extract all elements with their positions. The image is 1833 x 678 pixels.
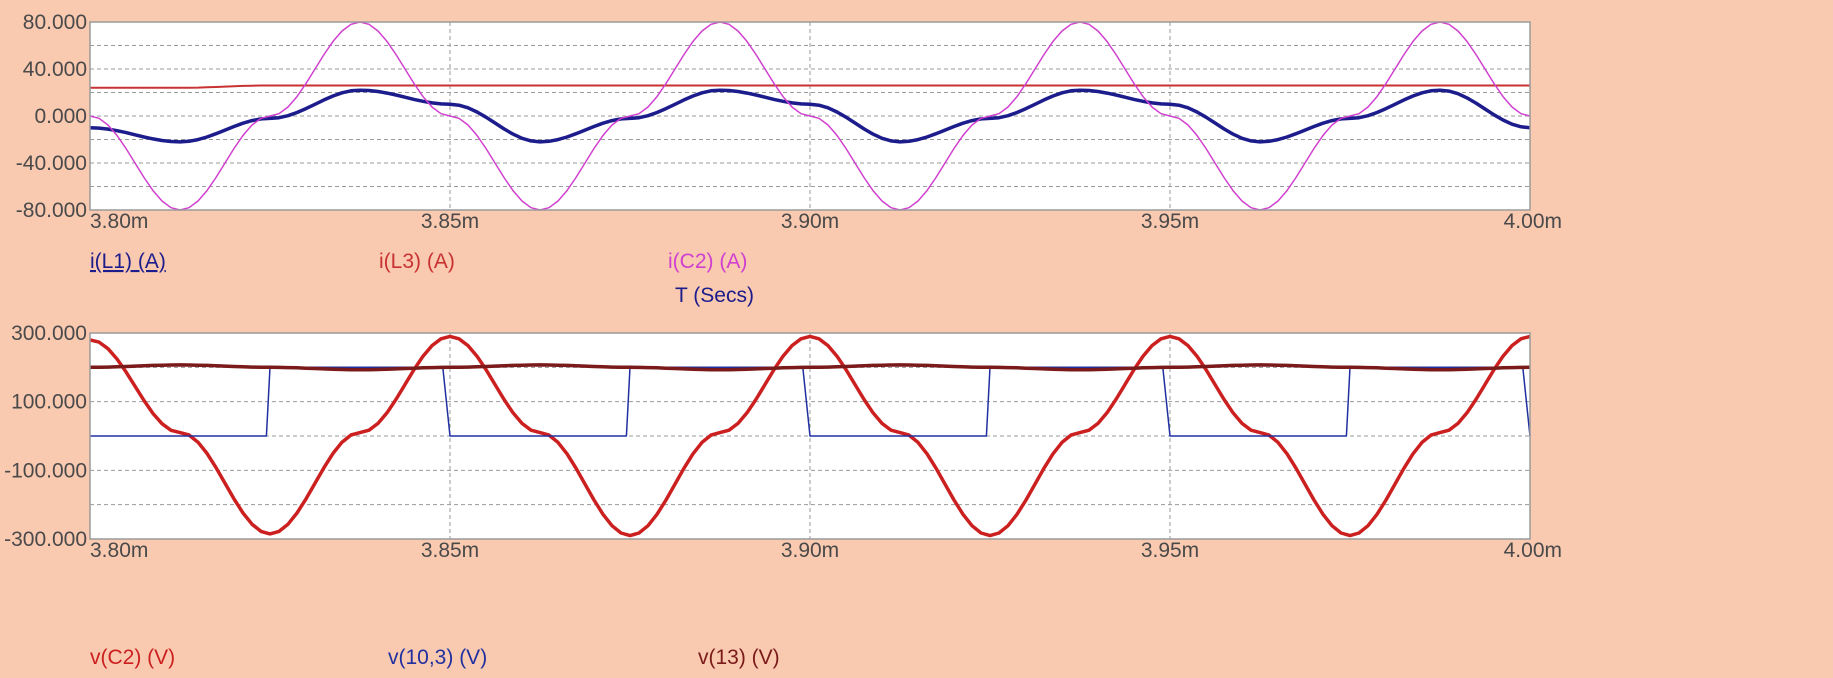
y-tick-label: 0.000: [34, 105, 87, 128]
legend-v-c2[interactable]: v(C2) (V): [90, 646, 175, 669]
current-plot-x-ticks: 3.80m 3.85m 3.90m 3.95m 4.00m: [90, 210, 1562, 233]
series-i-l1-a: [89, 88, 1531, 144]
y-tick-label: 100.000: [11, 391, 87, 414]
x-tick-label: 3.90m: [781, 539, 839, 562]
legend-i-c2[interactable]: i(C2) (A): [668, 250, 747, 273]
legend-v-13[interactable]: v(13) (V): [698, 646, 780, 669]
series-i-l3-a: [90, 84, 1530, 89]
x-tick-label: 3.95m: [1141, 539, 1199, 562]
x-tick-label: 4.00m: [1504, 539, 1562, 562]
voltage-plot-frame: [89, 332, 1531, 540]
y-tick-label: 80.000: [23, 11, 87, 34]
current-plot-legend: i(L1) (A) i(L3) (A) i(C2) (A) T (Secs): [90, 250, 754, 307]
voltage-plot-x-ticks: 3.80m 3.85m 3.90m 3.95m 4.00m: [90, 539, 1562, 562]
x-tick-label: 4.00m: [1504, 210, 1562, 233]
x-tick-label: 3.85m: [421, 210, 479, 233]
y-tick-label: -80.000: [16, 199, 87, 222]
x-tick-label: 3.80m: [90, 539, 148, 562]
voltage-plot-traces: [89, 334, 1531, 538]
x-tick-label: 3.80m: [90, 210, 148, 233]
series-v-13-v: [90, 363, 1531, 372]
current-plot-frame: [89, 21, 1531, 211]
y-tick-label: -100.000: [4, 459, 87, 482]
x-axis-label: T (Secs): [675, 284, 754, 307]
series-v-10-3-v: [90, 366, 1531, 437]
legend-i-l1[interactable]: i(L1) (A): [90, 250, 166, 273]
y-tick-label: -300.000: [4, 528, 87, 551]
series-i-c2-a: [89, 21, 1531, 211]
y-tick-label: 300.000: [11, 322, 87, 345]
voltage-plot-y-ticks: 300.000 100.000 -100.000 -300.000: [4, 322, 87, 551]
y-tick-label: 40.000: [23, 58, 87, 81]
voltage-plot-legend: v(C2) (V) v(10,3) (V) v(13) (V): [90, 646, 780, 669]
y-tick-label: -40.000: [16, 152, 87, 175]
x-tick-label: 3.95m: [1141, 210, 1199, 233]
legend-v-10-3[interactable]: v(10,3) (V): [388, 646, 487, 669]
x-tick-label: 3.85m: [421, 539, 479, 562]
series-v-c2-v: [89, 334, 1531, 538]
x-tick-label: 3.90m: [781, 210, 839, 233]
voltage-plot: 300.000 100.000 -100.000 -300.000 3.80m 3.85…: [4, 322, 1562, 669]
current-plot-traces: [89, 21, 1531, 211]
current-plot-y-ticks: 80.000 40.000 0.000 -40.000 -80.000: [16, 11, 87, 222]
legend-i-l3[interactable]: i(L3) (A): [379, 250, 455, 273]
